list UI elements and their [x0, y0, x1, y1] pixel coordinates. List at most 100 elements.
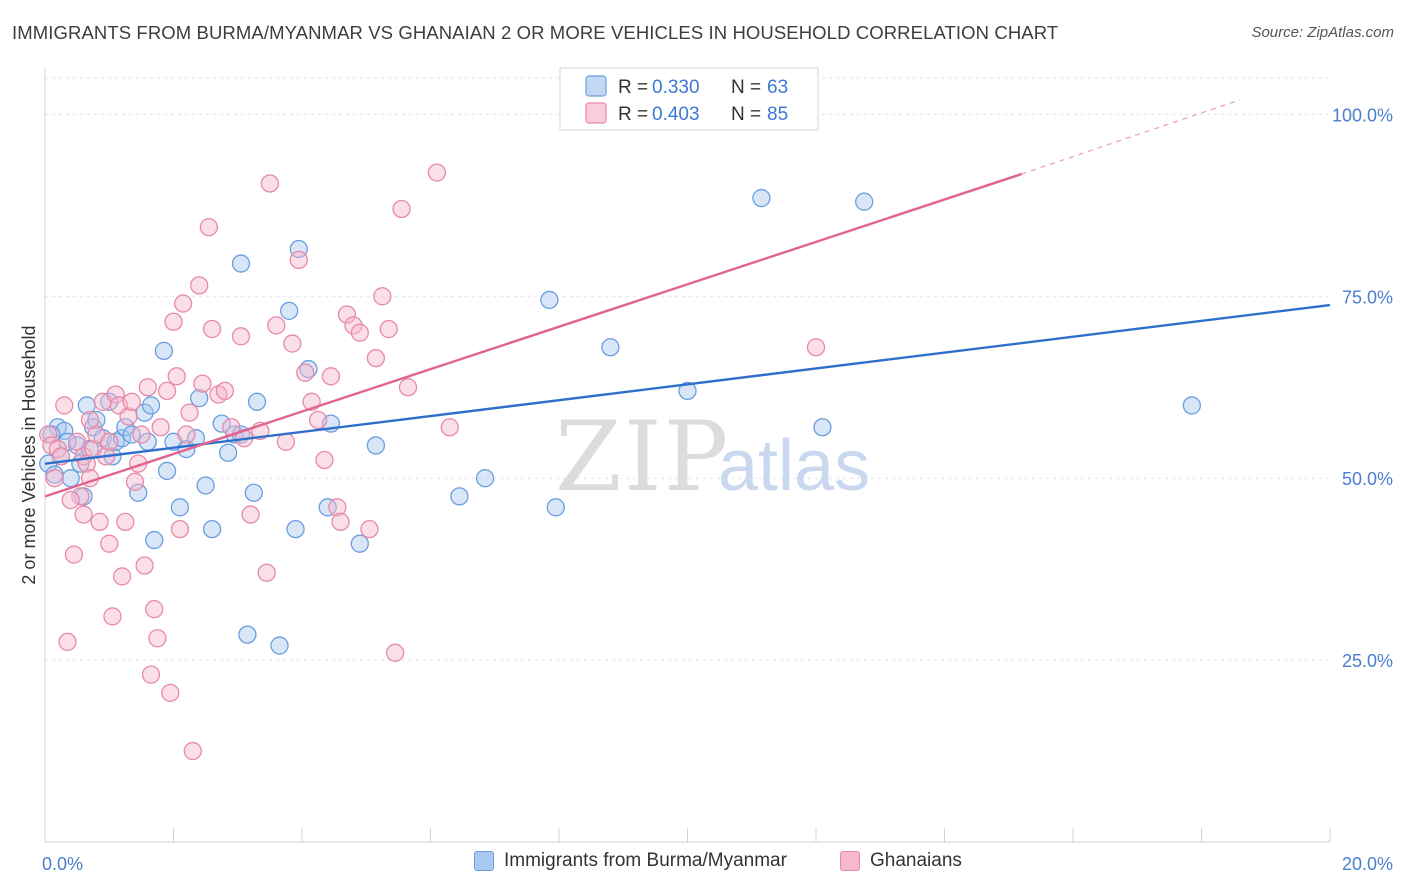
point-ghanaian — [103, 607, 122, 626]
point-burma — [279, 301, 299, 320]
point-ghanaian — [148, 629, 167, 648]
legend-item-burma[interactable]: Immigrants from Burma/Myanmar — [474, 850, 787, 872]
point-burma — [546, 498, 565, 517]
point-burma — [100, 392, 119, 411]
point-burma — [270, 636, 289, 655]
point-burma — [318, 498, 337, 517]
point-burma — [813, 418, 832, 437]
point-ghanaian — [321, 367, 341, 386]
point-ghanaian — [135, 556, 154, 575]
point-ghanaian — [183, 741, 202, 761]
point-burma — [1182, 396, 1202, 415]
point-ghanaian — [141, 665, 161, 684]
point-burma — [87, 410, 106, 430]
point-ghanaian — [71, 487, 90, 506]
point-burma — [196, 476, 215, 495]
point-burma — [218, 443, 238, 462]
point-burma — [190, 389, 209, 408]
point-ghanaian — [100, 534, 119, 553]
y-tick-label: 50.0% — [1342, 469, 1393, 489]
point-ghanaian — [440, 418, 459, 437]
legend-n-label: N = — [731, 104, 761, 125]
axes-layer — [44, 68, 1331, 843]
legend-item-ghanaians[interactable]: Ghanaians — [840, 850, 962, 872]
points-layer — [39, 163, 1202, 761]
grid-layer — [45, 77, 1330, 661]
point-ghanaian — [267, 316, 286, 335]
point-ghanaian — [283, 334, 302, 353]
point-ghanaian — [39, 425, 58, 444]
point-burma — [366, 436, 386, 455]
point-ghanaian — [202, 319, 222, 339]
trend-line-burma — [44, 303, 1331, 465]
point-burma — [154, 341, 174, 361]
legend-r-label: R = — [618, 77, 648, 98]
point-ghanaian — [344, 316, 363, 335]
point-burma — [61, 469, 80, 488]
point-ghanaian — [180, 403, 199, 422]
point-ghanaian — [260, 174, 280, 193]
point-ghanaian — [145, 600, 164, 619]
point-ghanaian — [289, 250, 308, 270]
point-ghanaian — [199, 218, 218, 237]
point-burma — [540, 290, 559, 310]
point-ghanaian — [337, 305, 357, 324]
point-ghanaian — [157, 381, 177, 401]
point-ghanaian — [427, 163, 447, 182]
point-burma — [202, 519, 222, 539]
trend-line-ghanaian — [44, 172, 1022, 498]
trend-line-ghanaian-extension — [1021, 99, 1241, 175]
y-tick-labels: 25.0% 50.0% 75.0% 100.0% — [1332, 105, 1393, 671]
point-burma — [116, 418, 135, 437]
point-burma — [855, 192, 874, 211]
point-ghanaian — [164, 312, 183, 331]
point-ghanaian — [161, 683, 180, 702]
point-ghanaian — [170, 519, 190, 539]
legend-top: R = 0.330 N = 63 R = 0.403 N = 85 — [559, 67, 819, 131]
watermark: ZIP atlas — [555, 401, 870, 513]
point-ghanaian — [125, 472, 145, 491]
point-ghanaian — [55, 396, 74, 415]
point-burma — [122, 425, 141, 444]
point-ghanaian — [112, 567, 132, 586]
point-burma — [475, 469, 495, 488]
legend-label-ghanaians: Ghanaians — [870, 850, 962, 871]
point-burma — [212, 414, 231, 433]
point-ghanaian — [373, 287, 392, 306]
point-ghanaian — [215, 381, 235, 401]
point-burma — [141, 396, 161, 415]
point-burma — [238, 625, 257, 644]
point-ghanaian — [241, 505, 260, 524]
point-ghanaian — [61, 490, 80, 510]
point-ghanaian — [296, 363, 315, 382]
point-ghanaian — [350, 323, 369, 342]
point-ghanaian — [132, 425, 151, 444]
legend-n-value: 85 — [767, 104, 788, 125]
point-ghanaian — [806, 338, 826, 357]
point-burma — [247, 392, 267, 411]
watermark-zip: ZIP — [555, 401, 730, 513]
legend-label-burma: Immigrants from Burma/Myanmar — [504, 850, 787, 871]
legend-r-value: 0.330 — [652, 77, 700, 98]
legend-n-value: 63 — [767, 77, 788, 98]
legend-swatch-blue — [474, 851, 494, 871]
point-burma — [231, 254, 251, 273]
legend-bottom: Immigrants from Burma/Myanmar Ghanaians — [0, 850, 1406, 878]
point-burma — [286, 519, 305, 539]
trend-layer — [44, 99, 1331, 498]
point-ghanaian — [315, 450, 334, 470]
point-burma — [170, 498, 190, 517]
point-ghanaian — [116, 512, 135, 531]
point-burma — [244, 483, 263, 502]
legend-swatch-pink — [585, 102, 607, 124]
point-ghanaian — [257, 563, 276, 582]
point-burma — [129, 483, 148, 502]
point-ghanaian — [386, 643, 405, 662]
point-ghanaian — [360, 519, 379, 539]
point-burma — [350, 534, 369, 553]
point-ghanaian — [190, 276, 209, 295]
y-tick-label: 75.0% — [1342, 287, 1393, 307]
point-ghanaian — [106, 385, 125, 404]
point-burma — [145, 530, 164, 550]
point-ghanaian — [151, 418, 170, 437]
